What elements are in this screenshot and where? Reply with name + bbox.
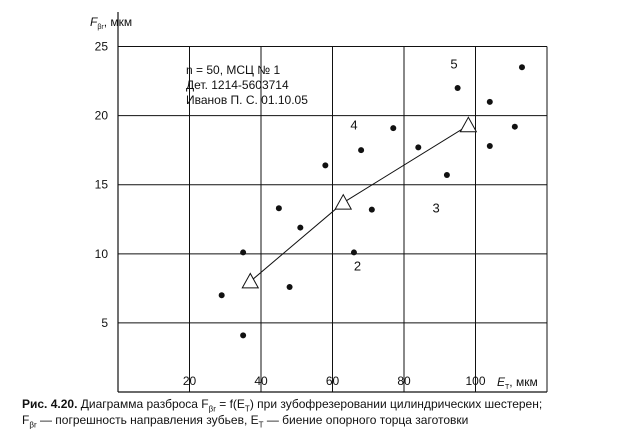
y-tick-label: 20 [95,109,109,123]
y-axis-title: Fβr, мкм [90,15,132,31]
region-label: 3 [433,200,440,215]
data-point [390,125,397,132]
caption-line-1: Рис. 4.20. Диаграмма разброса Fβr = f(ET… [22,397,543,414]
chart-grid [118,46,548,392]
region-label: 4 [350,117,357,132]
region-label: 5 [450,57,457,72]
x-tick-label: 100 [465,374,485,388]
x-axis-title: ET, мкм [497,375,538,391]
info-box: n = 50, МСЦ № 1 Дет. 1214-5603714 Иванов… [186,63,308,107]
data-point [322,162,329,169]
data-point [240,249,247,256]
caption-label: Рис. 4.20. [22,397,78,411]
data-points [218,64,525,339]
info-line-3: Иванов П. С. 01.10.05 [186,93,308,107]
info-line-2: Дет. 1214-5603714 [186,78,289,92]
mean-triangle-marker [459,116,478,133]
data-point [240,332,247,339]
x-tick-label: 40 [254,374,268,388]
data-point [275,205,282,212]
data-point [368,206,375,213]
info-line-1: n = 50, МСЦ № 1 [186,63,280,77]
mean-triangle-marker [334,193,353,210]
mean-triangle-marker [241,272,260,289]
y-tick-label: 10 [95,247,109,261]
y-tick-label: 25 [95,40,109,54]
x-tick-label: 20 [183,374,197,388]
data-point [350,249,357,256]
figure-caption: Рис. 4.20. Диаграмма разброса Fβr = f(ET… [22,396,622,430]
data-point [415,144,422,151]
data-point [297,224,304,231]
x-tick-label: 60 [326,374,340,388]
data-point [486,98,493,105]
data-point [518,64,525,71]
x-tick-label: 80 [397,374,411,388]
data-point [218,292,225,299]
region-annotations: 2 3 4 5 [350,57,457,274]
y-tick-label: 5 [101,316,108,330]
data-point [358,147,365,154]
data-point [443,172,450,179]
mean-line-group [241,116,478,289]
data-point [486,143,493,150]
caption-line-2: Fβr — погрешность направления зубьев, ET… [22,413,469,430]
region-label: 2 [354,258,361,273]
chart-axes [117,12,547,393]
data-point [454,85,461,91]
data-point [286,283,293,290]
data-point [511,123,518,130]
y-tick-label: 15 [95,178,109,192]
